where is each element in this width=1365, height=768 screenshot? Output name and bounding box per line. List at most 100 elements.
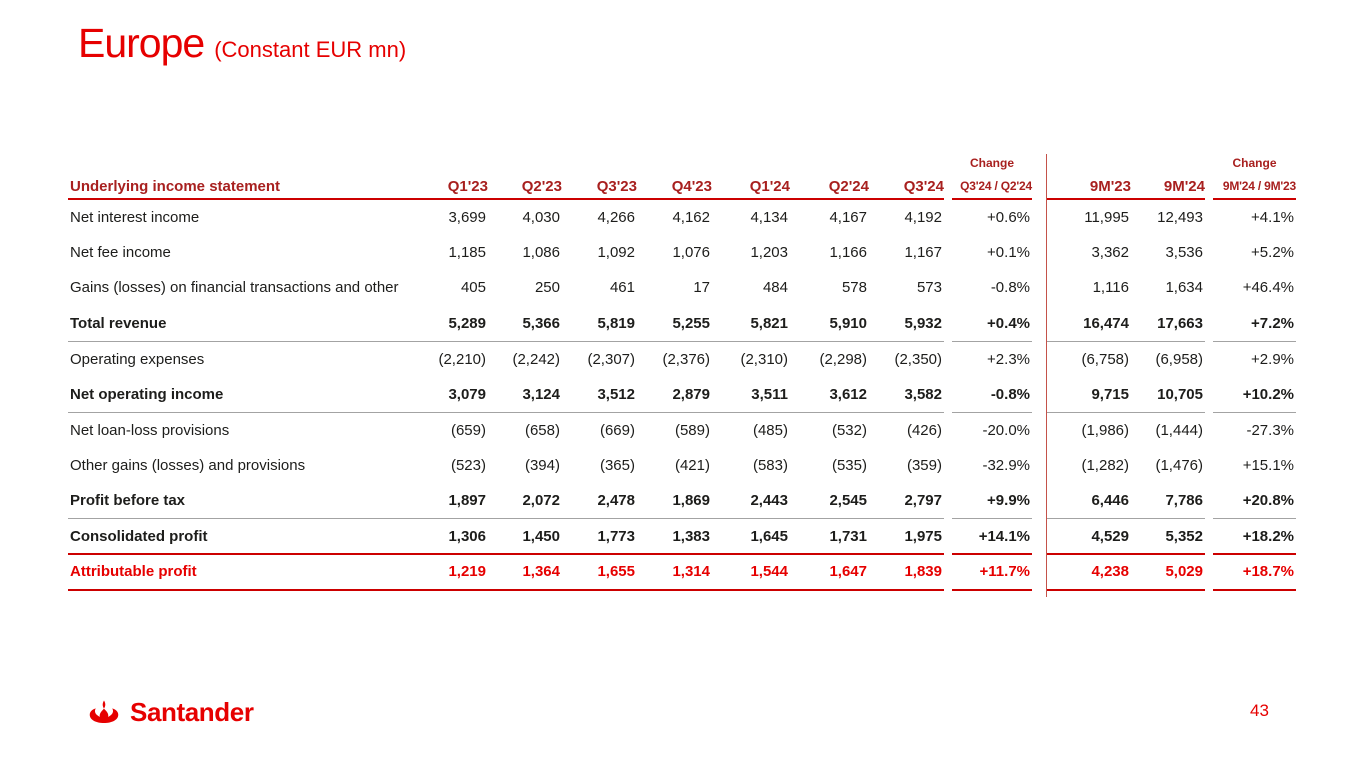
change-9m-header-top: Change [1232,156,1277,170]
cell-change-9m: +2.9% [1251,350,1294,368]
santander-logo: Santander [86,697,254,728]
cell-change-q: -20.0% [982,421,1030,439]
row-label: Attributable profit [68,554,413,591]
cell-change-q: -0.8% [990,279,1030,297]
row-label: Net interest income [70,208,200,226]
cell-9m24: 10,705 [1131,376,1205,413]
column-header-q4-23: Q4'23 [637,174,712,200]
row-label: Total revenue [68,305,413,342]
column-header-row: Underlying income statement Q1'23 Q2'23 … [68,174,1296,200]
cell-q1-24: 4,134 [750,208,788,226]
cell-9m23: 16,474 [1046,305,1131,342]
cell-change-9m: +18.2% [1213,518,1296,555]
cell-q2-24: (535) [831,456,867,474]
table-row: Net operating income 3,079 3,124 3,512 2… [68,376,1296,413]
cell-q3-24: 1,167 [904,243,942,261]
cell-9m24: (6,958) [1155,350,1203,368]
table-row: Operating expenses (2,210) (2,242) (2,30… [68,341,1296,377]
cell-q1-24: 3,511 [712,376,790,413]
column-header-q2-23: Q2'23 [488,174,562,200]
table-row: Total revenue 5,289 5,366 5,819 5,255 5,… [68,305,1296,342]
cell-9m24: 5,029 [1131,554,1205,591]
row-label: Gains (losses) on financial transactions… [70,279,399,297]
cell-change-q: +14.1% [952,518,1032,555]
cell-q4-23: 17 [693,279,710,297]
cell-change-9m: +4.1% [1251,208,1294,226]
cell-q3-24: 4,192 [904,208,942,226]
table-header: Change Change Underlying income statemen… [68,152,1296,200]
cell-q3-23: (2,307) [587,350,635,368]
cell-q3-24: (359) [906,456,942,474]
cell-q1-23: (523) [450,456,486,474]
cell-q1-24: 1,645 [712,518,790,555]
cell-change-q: +0.1% [987,243,1030,261]
cell-q2-23: (658) [524,421,560,439]
income-statement-table-wrap: Change Change Underlying income statemen… [68,152,1296,597]
cell-q3-23: 5,819 [562,305,637,342]
cell-q3-23: 3,512 [562,376,637,413]
cell-q2-23: 250 [534,279,560,297]
cell-change-q: +2.3% [987,350,1030,368]
page-subtitle: (Constant EUR mn) [214,37,407,62]
cell-q1-24: (583) [752,456,788,474]
column-header-q1-23: Q1'23 [413,174,488,200]
change-label-row: Change Change [68,152,1296,174]
cell-q2-23: 4,030 [522,208,560,226]
cell-q2-23: 1,450 [488,518,562,555]
cell-9m23: 1,116 [1092,279,1129,297]
cell-q1-24: 1,203 [750,243,788,261]
cell-q2-24: 1,166 [829,243,867,261]
cell-q1-23: 3,699 [448,208,486,226]
cell-9m23: 3,362 [1091,243,1129,261]
column-header-9m24: 9M'24 [1131,174,1205,200]
income-statement-table: Change Change Underlying income statemen… [68,152,1296,591]
table-row: Net fee income 1,185 1,086 1,092 1,076 1… [68,235,1296,271]
cell-change-9m: -27.3% [1246,421,1294,439]
cell-q3-23: (365) [599,456,635,474]
cell-q3-23: 1,655 [562,554,637,591]
cell-change-q: +11.7% [952,554,1032,591]
cell-q4-23: (589) [674,421,710,439]
cell-q3-23: 1,773 [562,518,637,555]
cell-change-q: +0.4% [952,305,1032,342]
table-row: Other gains (losses) and provisions (523… [68,448,1296,484]
santander-flame-icon [89,700,119,723]
cell-q2-24: (532) [831,421,867,439]
row-label: Consolidated profit [68,518,413,555]
row-label: Net fee income [70,243,171,261]
cell-q4-23: 1,314 [637,554,712,591]
cell-change-9m: +46.4% [1242,279,1294,297]
table-row: Net interest income 3,699 4,030 4,266 4,… [68,199,1296,235]
cell-q2-24: 3,612 [790,376,869,413]
santander-wordmark: Santander [130,697,254,727]
cell-q1-23: (2,210) [438,350,486,368]
column-header-label: Underlying income statement [68,174,413,200]
column-header-q3-23: Q3'23 [562,174,637,200]
cell-q3-24: 1,839 [869,554,944,591]
column-header-change-9m: 9M'24 / 9M'23 [1213,174,1296,200]
cell-9m23: 6,446 [1046,483,1131,519]
cell-q1-23: 5,289 [413,305,488,342]
cell-change-9m: +18.7% [1213,554,1296,591]
cell-q4-23: 2,879 [637,376,712,413]
table-row: Net loan-loss provisions (659) (658) (66… [68,412,1296,448]
table-body: Net interest income 3,699 4,030 4,266 4,… [68,199,1296,591]
cell-q2-24: 5,910 [790,305,869,342]
row-label: Net loan-loss provisions [70,421,230,439]
cell-q2-24: 1,731 [790,518,869,555]
cell-q1-23: 3,079 [413,376,488,413]
cell-9m24: 1,634 [1165,279,1203,297]
column-header-q2-24: Q2'24 [790,174,869,200]
cell-q2-23: (394) [524,456,560,474]
cell-change-9m: +10.2% [1213,376,1296,413]
change-q-header-top: Change [969,156,1014,170]
cell-9m23: (6,758) [1081,350,1129,368]
cell-q3-24: 573 [916,279,942,297]
cell-q1-24: 5,821 [712,305,790,342]
cell-q1-23: 405 [460,279,486,297]
cell-q4-23: 1,076 [672,243,710,261]
row-label: Profit before tax [68,483,413,519]
cell-9m24: 7,786 [1131,483,1205,519]
cell-q1-23: 1,306 [413,518,488,555]
